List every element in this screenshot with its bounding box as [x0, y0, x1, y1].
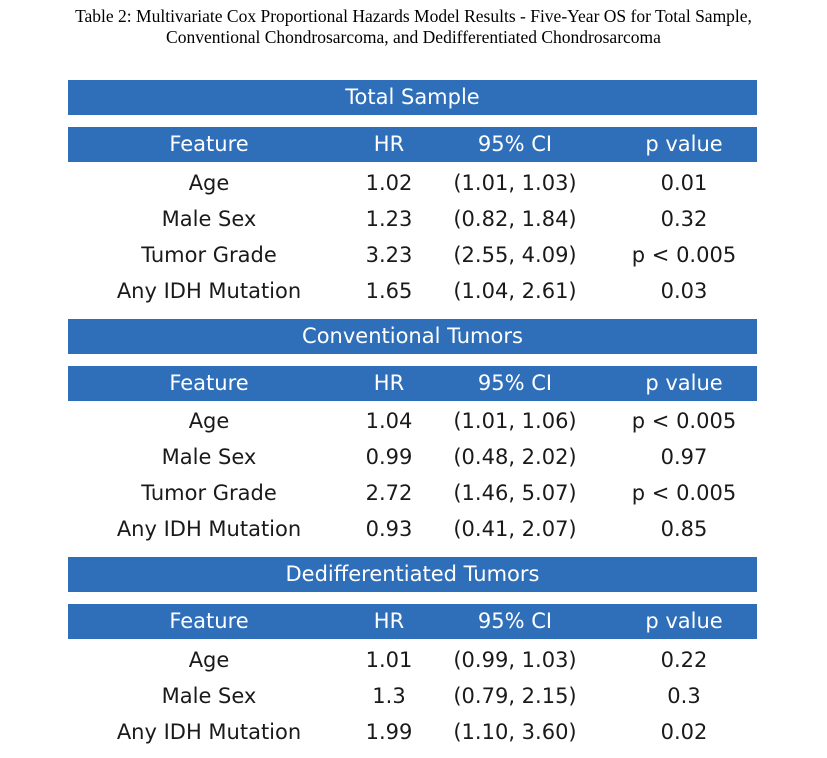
table-row: Age 1.02 (1.01, 1.03) 0.01	[0, 165, 827, 201]
hr-cell: 1.04	[365, 409, 413, 433]
table-row: Any IDH Mutation 0.93 (0.41, 2.07) 0.85	[0, 511, 827, 547]
feature-cell: Tumor Grade	[141, 481, 277, 505]
feature-cell: Tumor Grade	[141, 243, 277, 267]
feature-cell: Any IDH Mutation	[116, 517, 302, 541]
hr-cell: 1.02	[365, 171, 413, 195]
feature-cell: Any IDH Mutation	[116, 720, 302, 744]
caption-line-1: Table 2: Multivariate Cox Proportional H…	[75, 6, 752, 26]
header-hr: HR	[373, 132, 405, 156]
table-row: Male Sex 1.23 (0.82, 1.84) 0.32	[0, 201, 827, 237]
p-value-cell: 0.02	[660, 720, 708, 744]
feature-cell: Male Sex	[161, 445, 257, 469]
feature-cell: Male Sex	[161, 207, 257, 231]
ci-cell: (1.01, 1.03)	[453, 171, 577, 195]
hr-cell: 1.3	[372, 684, 406, 708]
header-p-value: p value	[645, 371, 723, 395]
ci-cell: (1.01, 1.06)	[453, 409, 577, 433]
ci-cell: (0.82, 1.84)	[453, 207, 577, 231]
table-row: Any IDH Mutation 1.65 (1.04, 2.61) 0.03	[0, 273, 827, 309]
table-row: Any IDH Mutation 1.99 (1.10, 3.60) 0.02	[0, 714, 827, 750]
header-row: Feature HR 95% CI p value	[68, 127, 757, 162]
p-value-cell: p < 0.005	[631, 481, 737, 505]
p-value-cell: 0.85	[660, 517, 708, 541]
p-value-cell: 0.3	[667, 684, 701, 708]
header-ci: 95% CI	[477, 609, 553, 633]
p-value-cell: 0.01	[660, 171, 708, 195]
hr-cell: 2.72	[365, 481, 413, 505]
ci-cell: (0.48, 2.02)	[453, 445, 577, 469]
ci-cell: (0.41, 2.07)	[453, 517, 577, 541]
table-row: Tumor Grade 3.23 (2.55, 4.09) p < 0.005	[0, 237, 827, 273]
header-p-value: p value	[645, 132, 723, 156]
header-p-value: p value	[645, 609, 723, 633]
header-row: Feature HR 95% CI p value	[68, 604, 757, 639]
header-ci: 95% CI	[477, 132, 553, 156]
ci-cell: (0.99, 1.03)	[453, 648, 577, 672]
header-feature: Feature	[169, 609, 249, 633]
hr-cell: 0.99	[365, 445, 413, 469]
ci-cell: (1.04, 2.61)	[453, 279, 577, 303]
header-feature: Feature	[169, 132, 249, 156]
hr-cell: 1.01	[365, 648, 413, 672]
section-title-conventional-tumors: Conventional Tumors	[68, 319, 757, 354]
ci-cell: (1.10, 3.60)	[453, 720, 577, 744]
feature-cell: Age	[188, 648, 230, 672]
p-value-cell: 0.22	[660, 648, 708, 672]
table-row: Tumor Grade 2.72 (1.46, 5.07) p < 0.005	[0, 475, 827, 511]
table-row: Male Sex 1.3 (0.79, 2.15) 0.3	[0, 678, 827, 714]
ci-cell: (1.46, 5.07)	[453, 481, 577, 505]
feature-cell: Age	[188, 409, 230, 433]
header-hr: HR	[373, 371, 405, 395]
table-row: Age 1.04 (1.01, 1.06) p < 0.005	[0, 403, 827, 439]
p-value-cell: p < 0.005	[631, 409, 737, 433]
ci-cell: (0.79, 2.15)	[453, 684, 577, 708]
header-ci: 95% CI	[477, 371, 553, 395]
p-value-cell: 0.03	[660, 279, 708, 303]
hr-cell: 3.23	[365, 243, 413, 267]
hr-cell: 1.65	[365, 279, 413, 303]
table-caption: Table 2: Multivariate Cox Proportional H…	[0, 6, 827, 48]
hr-cell: 1.23	[365, 207, 413, 231]
ci-cell: (2.55, 4.09)	[453, 243, 577, 267]
section-title-dedifferentiated-tumors: Dedifferentiated Tumors	[68, 557, 757, 592]
header-hr: HR	[373, 609, 405, 633]
p-value-cell: 0.32	[660, 207, 708, 231]
table-row: Age 1.01 (0.99, 1.03) 0.22	[0, 642, 827, 678]
hr-cell: 0.93	[365, 517, 413, 541]
p-value-cell: p < 0.005	[631, 243, 737, 267]
hr-cell: 1.99	[365, 720, 413, 744]
header-row: Feature HR 95% CI p value	[68, 366, 757, 401]
header-feature: Feature	[169, 371, 249, 395]
feature-cell: Age	[188, 171, 230, 195]
feature-cell: Any IDH Mutation	[116, 279, 302, 303]
feature-cell: Male Sex	[161, 684, 257, 708]
p-value-cell: 0.97	[660, 445, 708, 469]
table-row: Male Sex 0.99 (0.48, 2.02) 0.97	[0, 439, 827, 475]
caption-line-2: Conventional Chondrosarcoma, and Dediffe…	[166, 27, 661, 47]
section-title-total-sample: Total Sample	[68, 80, 757, 115]
